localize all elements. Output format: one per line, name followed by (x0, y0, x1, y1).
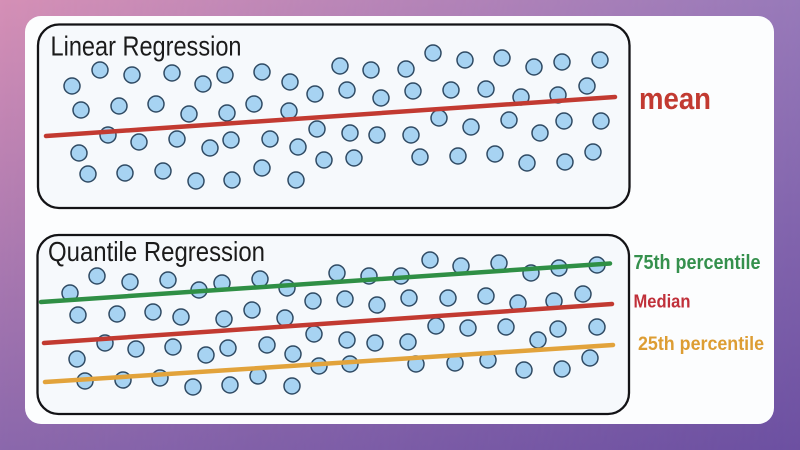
svg-text:75th percentile: 75th percentile (634, 252, 761, 274)
svg-text:mean: mean (639, 81, 711, 116)
svg-text:Median: Median (634, 292, 691, 312)
svg-text:Quantile Regression: Quantile Regression (48, 236, 265, 267)
svg-text:Linear Regression: Linear Regression (51, 31, 242, 62)
svg-text:25th percentile: 25th percentile (638, 333, 764, 355)
